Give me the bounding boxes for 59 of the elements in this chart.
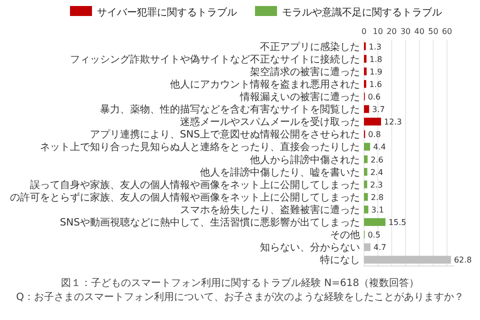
bar bbox=[364, 118, 382, 126]
y-tick-label: 特になし bbox=[320, 254, 360, 266]
y-tick-label: 他人を誹謗中傷したり、嘘を書いた bbox=[200, 166, 360, 178]
data-label: 2.3 bbox=[370, 180, 383, 190]
bar bbox=[364, 155, 368, 164]
y-tick-label: 知らない、分からない bbox=[260, 242, 360, 254]
data-label: 1.8 bbox=[369, 54, 382, 64]
caption: 図１：子どものスマートフォン利用に関するトラブル経験 N=618（複数回答） bbox=[60, 277, 420, 289]
x-tick-label: 20 bbox=[386, 27, 397, 36]
data-label: 15.5 bbox=[388, 218, 406, 228]
data-label: 0.6 bbox=[368, 92, 381, 102]
data-label: 4.7 bbox=[374, 243, 386, 252]
y-tick-label: ネット上で知り合った見知らぬ人と連絡をとったり、直接会ったりした bbox=[40, 141, 360, 154]
y-tick-label: スマホを紛失したり、盗難被害に遭った bbox=[180, 204, 360, 216]
y-tick-label: 情報漏えいの被害に遭った bbox=[239, 91, 360, 103]
data-label: 3.1 bbox=[371, 206, 384, 214]
y-tick-label: 迷惑メールやスパムメールを受け取った bbox=[180, 116, 360, 128]
bar bbox=[364, 142, 370, 151]
data-label: 0.5 bbox=[368, 230, 380, 240]
y-tick-label: の許可をとらずに家族、友人の個人情報や画像をネット上に公開してしまった bbox=[10, 191, 360, 204]
y-tick-label: 架空請求の被害に遭った bbox=[250, 66, 360, 78]
y-tick-label: 不正アプリに感染した bbox=[260, 40, 360, 53]
data-label: 2.6 bbox=[370, 155, 384, 164]
y-tick-label: アプリ連携により、SNS上で意図せぬ情報公開をさせられた bbox=[90, 128, 360, 141]
bar bbox=[364, 67, 367, 76]
bar bbox=[364, 180, 368, 188]
y-tick-label: SNSや動画視聴などに熱中して、生活習慣に悪影響が出てしまった bbox=[60, 216, 360, 229]
legend-label: サイバー犯罪に関するトラブル bbox=[97, 6, 237, 18]
data-label: 0.8 bbox=[368, 130, 381, 140]
data-label: 4.4 bbox=[373, 142, 386, 152]
bar bbox=[364, 193, 368, 201]
bar bbox=[364, 168, 368, 176]
data-label: 1.3 bbox=[368, 42, 382, 52]
y-tick-label: 誤って自身や家族、友人の個人情報や画像をネット上に公開してしまった bbox=[30, 178, 360, 191]
legend-label: モラルや意識不足に関するトラブル bbox=[282, 6, 442, 18]
x-tick-label: 10 bbox=[372, 27, 383, 36]
data-label: 1.9 bbox=[370, 67, 382, 76]
bar bbox=[364, 105, 370, 113]
y-tick-label: フィッシング詐欺サイトや偽サイトなど不正なサイトに接続した bbox=[70, 53, 360, 66]
x-tick-label: 40 bbox=[414, 27, 424, 36]
data-label: 2.8 bbox=[370, 192, 384, 202]
bar bbox=[364, 206, 368, 214]
x-tick-label: 50 bbox=[428, 27, 438, 36]
y-tick-label: 他人にアカウント情報を盗まれ悪用された bbox=[170, 78, 360, 90]
y-tick-label: 他人から誹謗中傷された bbox=[250, 154, 360, 166]
y-tick-label: その他 bbox=[330, 229, 360, 242]
data-label: 62.8 bbox=[454, 256, 472, 265]
bar bbox=[364, 243, 371, 252]
y-tick-label: 暴力、薬物、性的描写などを含む有害なサイトを閲覧した bbox=[100, 104, 360, 116]
data-label: 12.3 bbox=[384, 118, 402, 127]
x-tick-label: 0 bbox=[361, 27, 367, 36]
x-tick-label: 60 bbox=[442, 27, 452, 36]
data-label: 1.6 bbox=[369, 80, 382, 89]
bar bbox=[364, 256, 451, 264]
x-tick-label: 30 bbox=[400, 27, 411, 36]
data-label: 2.4 bbox=[370, 168, 384, 177]
bar bbox=[364, 218, 386, 226]
text: Q：お子さまのスマートフォン利用について、お子さまが次のような経験をしたことがありますか？ bbox=[16, 291, 464, 303]
data-label: 3.7 bbox=[372, 105, 385, 114]
